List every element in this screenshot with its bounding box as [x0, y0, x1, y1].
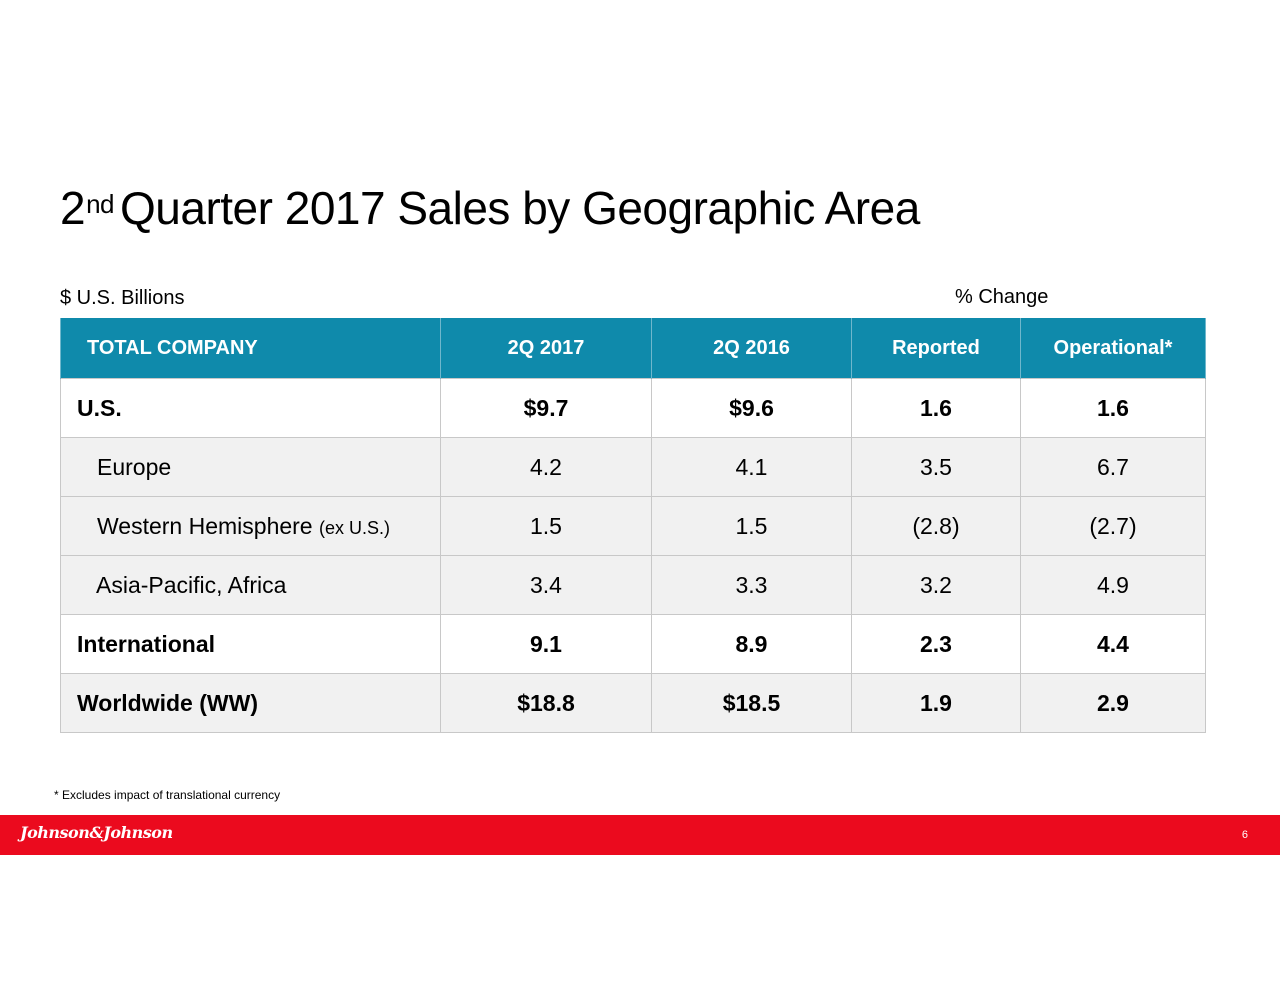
header-2q-2016: 2Q 2016	[651, 318, 852, 379]
cell-operational: 4.9	[1020, 555, 1206, 615]
cell-operational: 6.7	[1020, 437, 1206, 497]
row-label: International	[60, 614, 441, 674]
row-label-note: (ex U.S.)	[319, 517, 391, 538]
sales-table: TOTAL COMPANY 2Q 2017 2Q 2016 Reported O…	[60, 318, 1206, 733]
cell-2q-2017: 4.2	[440, 437, 652, 497]
cell-2q-2016: 1.5	[651, 496, 852, 556]
header-operational: Operational*	[1020, 318, 1206, 379]
cell-reported: 1.9	[851, 673, 1021, 733]
table-header-row: TOTAL COMPANY 2Q 2017 2Q 2016 Reported O…	[60, 318, 1206, 379]
page-number: 6	[1241, 829, 1248, 841]
cell-operational: 2.9	[1020, 673, 1206, 733]
cell-2q-2017: 9.1	[440, 614, 652, 674]
cell-operational: 1.6	[1020, 378, 1206, 438]
cell-2q-2016: 8.9	[651, 614, 852, 674]
page-title: 2nd Quarter 2017 Sales by Geographic Area	[60, 182, 920, 234]
cell-2q-2016: $9.6	[651, 378, 852, 438]
cell-reported: 3.2	[851, 555, 1021, 615]
table-row-asia-pacific: Asia-Pacific, Africa 3.4 3.3 3.2 4.9	[60, 555, 1206, 615]
percent-change-label: % Change	[955, 286, 1049, 308]
table-row-europe: Europe 4.2 4.1 3.5 6.7	[60, 437, 1206, 497]
row-label: Western Hemisphere (ex U.S.)	[60, 496, 441, 556]
cell-operational: (2.7)	[1020, 496, 1206, 556]
table-row-us: U.S. $9.7 $9.6 1.6 1.6	[60, 378, 1206, 438]
cell-2q-2016: 4.1	[651, 437, 852, 497]
row-label: Worldwide (WW)	[60, 673, 441, 733]
header-2q-2017: 2Q 2017	[440, 318, 652, 379]
cell-reported: 3.5	[851, 437, 1021, 497]
row-label: Europe	[60, 437, 441, 497]
title-superscript: nd	[86, 189, 115, 219]
row-label: U.S.	[60, 378, 441, 438]
cell-2q-2016: $18.5	[651, 673, 852, 733]
row-label: Asia-Pacific, Africa	[60, 555, 441, 615]
cell-operational: 4.4	[1020, 614, 1206, 674]
cell-2q-2017: 3.4	[440, 555, 652, 615]
table-row-worldwide: Worldwide (WW) $18.8 $18.5 1.9 2.9	[60, 673, 1206, 733]
footer-bar: Johnson&Johnson 6	[0, 815, 1280, 855]
cell-reported: 1.6	[851, 378, 1021, 438]
cell-reported: 2.3	[851, 614, 1021, 674]
cell-2q-2017: $18.8	[440, 673, 652, 733]
header-reported: Reported	[851, 318, 1021, 379]
units-label: $ U.S. Billions	[60, 287, 185, 309]
cell-2q-2017: 1.5	[440, 496, 652, 556]
header-total-company: TOTAL COMPANY	[60, 318, 441, 379]
table-row-western-hemisphere: Western Hemisphere (ex U.S.) 1.5 1.5 (2.…	[60, 496, 1206, 556]
company-logo: Johnson&Johnson	[20, 823, 173, 842]
cell-2q-2016: 3.3	[651, 555, 852, 615]
footnote: * Excludes impact of translational curre…	[54, 788, 281, 802]
cell-reported: (2.8)	[851, 496, 1021, 556]
cell-2q-2017: $9.7	[440, 378, 652, 438]
table-row-international: International 9.1 8.9 2.3 4.4	[60, 614, 1206, 674]
